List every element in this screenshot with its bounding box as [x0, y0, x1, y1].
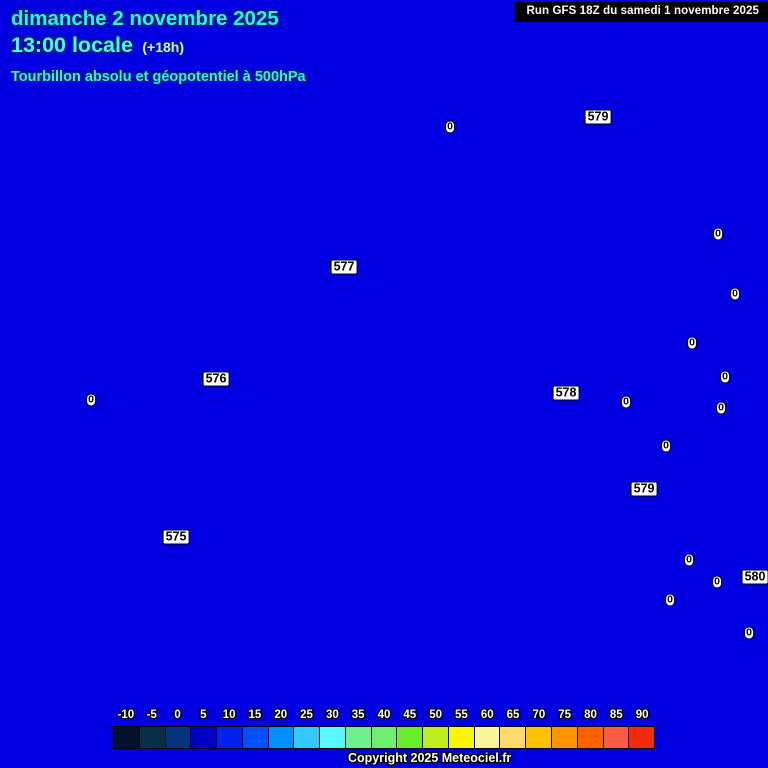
legend-swatch-5 — [242, 727, 269, 748]
geopotential-label-578-3: 578 — [552, 385, 580, 401]
legend-tick-85: 85 — [609, 709, 623, 721]
vorticity-zero-label-5: 0 — [621, 395, 631, 409]
vorticity-zero-label-11: 0 — [665, 593, 675, 607]
legend-tick-20: 20 — [274, 709, 288, 721]
legend-tick--5: -5 — [146, 709, 157, 721]
legend-swatch-12 — [423, 727, 449, 748]
forecast-offset: (+18h) — [142, 38, 184, 55]
legend-tick-25: 25 — [300, 709, 313, 721]
vorticity-zero-label-4: 0 — [86, 393, 96, 407]
legend-swatch-10 — [371, 727, 398, 748]
legend-swatch-19 — [603, 727, 630, 748]
vorticity-zero-label-2: 0 — [730, 287, 740, 301]
legend-tick-90: 90 — [635, 709, 649, 721]
legend-tick-5: 5 — [200, 709, 207, 721]
legend-tick-15: 15 — [248, 709, 262, 721]
vorticity-zero-label-10: 0 — [712, 575, 722, 589]
forecast-hour-row: 13:00 locale (+18h) — [11, 32, 306, 57]
legend-swatch-20 — [629, 727, 655, 748]
legend-swatch-2 — [165, 727, 192, 748]
vorticity-zero-label-9: 0 — [684, 553, 694, 567]
legend-tick-65: 65 — [506, 709, 520, 721]
legend-tick-50: 50 — [429, 709, 443, 721]
vorticity-zero-label-7: 0 — [716, 401, 726, 415]
geopotential-label-579-0: 579 — [584, 109, 612, 125]
legend-tick-45: 45 — [403, 709, 417, 721]
legend-swatch-7 — [294, 727, 321, 748]
legend-tick-75: 75 — [558, 709, 572, 721]
legend-tick-35: 35 — [351, 709, 365, 721]
legend-swatch-11 — [397, 727, 424, 748]
geopotential-label-575-5: 575 — [162, 529, 190, 545]
legend-tick--10: -10 — [117, 709, 135, 721]
vorticity-zero-label-12: 0 — [744, 626, 754, 640]
legend-tick-80: 80 — [584, 709, 597, 721]
legend-color-bar — [113, 726, 655, 749]
legend-swatch-9 — [345, 727, 372, 748]
legend-swatch-4 — [217, 727, 243, 748]
legend-swatch-3 — [191, 727, 218, 748]
legend-swatch-18 — [577, 727, 604, 748]
legend-swatch-14 — [474, 727, 501, 748]
vorticity-zero-label-0: 0 — [445, 120, 455, 134]
legend-tick-0: 0 — [174, 709, 181, 721]
geopotential-label-576-2: 576 — [202, 371, 230, 387]
legend-swatch-13 — [448, 727, 475, 748]
color-legend: -10 -5 0 5 10 15 20 25 30 35 40 45 50 55 60 65 70 75 80 85 9… — [113, 709, 655, 749]
legend-tick-labels: -10 -5 0 5 10 15 20 25 30 35 40 45 50 55 60 65 70 75 80 85 9… — [113, 709, 655, 726]
copyright-text: Copyright 2025 Meteociel.fr — [348, 751, 512, 765]
forecast-date: dimanche 2 novembre 2025 — [11, 7, 279, 30]
legend-tick-40: 40 — [377, 709, 391, 721]
legend-swatch-0 — [114, 727, 140, 748]
legend-swatch-17 — [552, 727, 578, 748]
map-title-block: dimanche 2 novembre 2025 13:00 locale (+… — [11, 7, 306, 85]
legend-tick-10: 10 — [222, 709, 236, 721]
legend-tick-70: 70 — [532, 709, 546, 721]
legend-tick-60: 60 — [480, 709, 494, 721]
vorticity-zero-label-3: 0 — [687, 336, 697, 350]
parameter-title: Tourbillon absolu et géopotentiel à 500h… — [11, 69, 306, 85]
legend-swatch-15 — [500, 727, 527, 748]
legend-tick-30: 30 — [325, 709, 339, 721]
legend-swatch-1 — [139, 727, 166, 748]
forecast-hour: 13:00 locale — [11, 32, 133, 57]
geopotential-label-580-6: 580 — [741, 569, 768, 585]
geopotential-label-577-1: 577 — [330, 259, 358, 275]
legend-tick-55: 55 — [455, 709, 468, 721]
model-run-label: Run GFS 18Z du samedi 1 novembre 2025 — [514, 2, 768, 23]
vorticity-zero-label-1: 0 — [713, 227, 723, 241]
legend-swatch-16 — [526, 727, 553, 748]
vorticity-zero-label-6: 0 — [720, 370, 730, 384]
legend-swatch-8 — [320, 727, 346, 748]
vorticity-zero-label-8: 0 — [661, 439, 671, 453]
geopotential-label-579-4: 579 — [630, 481, 658, 497]
legend-swatch-6 — [268, 727, 295, 748]
